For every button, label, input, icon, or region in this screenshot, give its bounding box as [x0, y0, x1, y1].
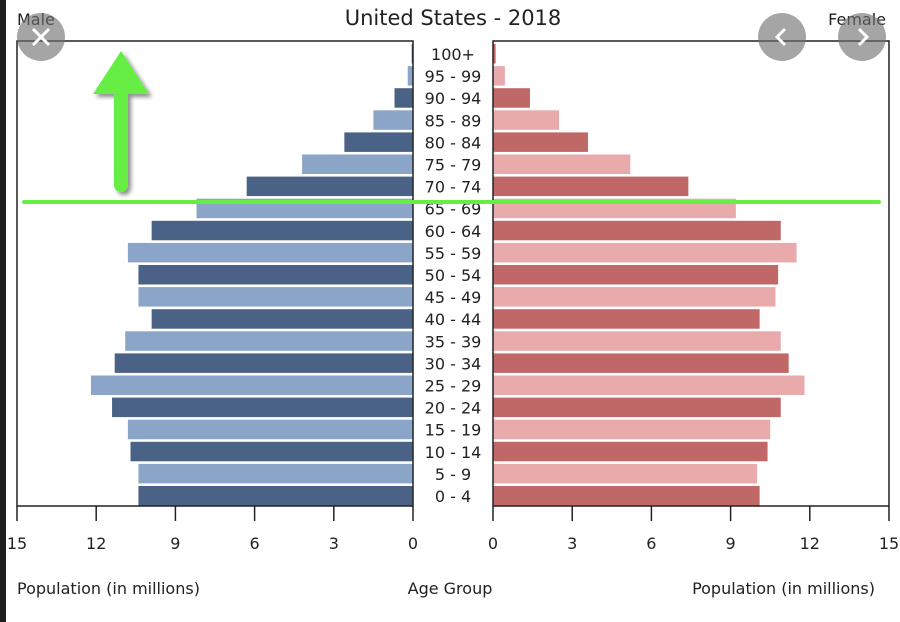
- male-tick-label: 0: [408, 534, 418, 553]
- male-bar: [130, 441, 413, 462]
- chevron-left-icon: [774, 27, 787, 47]
- male-bar: [138, 287, 413, 307]
- female-xlabel: Population (in millions): [692, 579, 875, 598]
- female-tick-label: 12: [800, 534, 820, 553]
- female-bar: [493, 463, 757, 484]
- female-bar: [493, 176, 689, 197]
- male-bar: [114, 353, 414, 373]
- female-bar: [493, 154, 631, 174]
- female-tick-label: 15: [879, 534, 899, 553]
- age-group-label: 90 - 94: [425, 89, 482, 108]
- female-x-axis: 0 3 6 9 12 15: [488, 506, 899, 553]
- female-bar: [493, 287, 776, 307]
- male-tick-label: 9: [170, 534, 180, 553]
- male-bar: [373, 110, 413, 130]
- age-group-label: 20 - 24: [425, 399, 482, 418]
- male-bars: [90, 44, 414, 506]
- male-tick-label: 15: [7, 534, 27, 553]
- up-arrow-icon: [93, 51, 149, 192]
- age-group-label: 0 - 4: [435, 487, 471, 506]
- age-group-label: 50 - 54: [425, 266, 482, 285]
- age-group-label: 25 - 29: [425, 377, 482, 396]
- female-bar: [493, 441, 768, 462]
- male-bar: [90, 375, 414, 395]
- age-group-label: 15 - 19: [425, 421, 482, 440]
- female-bar: [493, 309, 760, 329]
- female-bar: [493, 132, 589, 152]
- male-bar: [344, 132, 413, 152]
- female-bar: [493, 353, 789, 373]
- male-bar: [246, 176, 413, 197]
- center-xlabel: Age Group: [408, 579, 493, 598]
- age-group-label: 65 - 69: [425, 200, 482, 219]
- female-bar: [493, 220, 781, 241]
- age-group-label: 35 - 39: [425, 332, 482, 351]
- age-group-label: 70 - 74: [425, 178, 482, 197]
- male-xlabel: Population (in millions): [17, 579, 200, 598]
- male-bar: [302, 154, 413, 174]
- male-bar: [127, 242, 413, 263]
- age-group-label: 85 - 89: [425, 111, 482, 130]
- chevron-right-icon: [857, 27, 870, 47]
- male-tick-label: 6: [250, 534, 260, 553]
- age-group-label: 95 - 99: [425, 67, 482, 86]
- age-group-label: 5 - 9: [435, 465, 471, 484]
- female-tick-label: 0: [488, 534, 498, 553]
- male-bar: [151, 220, 413, 241]
- age-group-labels: 100+ 95 - 99 90 - 94 85 - 89 80 - 84 75 - 79 7…: [425, 45, 482, 506]
- female-bar: [493, 66, 505, 86]
- female-tick-label: 6: [646, 534, 656, 553]
- age-group-label: 80 - 84: [425, 133, 482, 152]
- next-button[interactable]: [838, 13, 886, 61]
- age-group-label: 45 - 49: [425, 288, 482, 307]
- female-bar: [493, 88, 530, 108]
- male-bar: [138, 486, 413, 506]
- age-group-label: 100+: [431, 45, 475, 64]
- male-bar: [151, 309, 413, 329]
- male-tick-label: 3: [329, 534, 339, 553]
- female-bar: [493, 397, 781, 418]
- female-bar: [493, 242, 797, 263]
- left-edge-strip: [0, 0, 6, 622]
- female-bars: [493, 44, 805, 506]
- male-bar: [127, 419, 413, 440]
- female-bar: [493, 265, 779, 285]
- age-group-label: 10 - 14: [425, 443, 482, 462]
- age-group-label: 60 - 64: [425, 222, 482, 241]
- age-group-label: 40 - 44: [425, 310, 482, 329]
- male-bar: [407, 66, 413, 86]
- male-bar: [112, 397, 413, 418]
- female-bar: [493, 44, 496, 64]
- male-bar: [138, 463, 413, 484]
- age-group-label: 30 - 34: [425, 354, 482, 373]
- male-bar: [125, 331, 414, 351]
- chart-title: United States - 2018: [345, 6, 562, 30]
- male-x-axis: 0 3 6 9 12 15: [7, 506, 418, 553]
- close-icon: [31, 27, 51, 47]
- male-bar: [394, 88, 413, 108]
- male-tick-label: 12: [86, 534, 106, 553]
- age-group-label: 55 - 59: [425, 244, 482, 263]
- close-button[interactable]: [17, 13, 65, 61]
- female-tick-label: 9: [726, 534, 736, 553]
- female-bar: [493, 331, 781, 351]
- female-bar: [493, 375, 805, 395]
- female-bar: [493, 110, 559, 130]
- male-bar: [138, 265, 413, 285]
- female-bar: [493, 419, 771, 440]
- previous-button[interactable]: [758, 13, 806, 61]
- female-tick-label: 3: [567, 534, 577, 553]
- age-group-label: 75 - 79: [425, 156, 482, 175]
- female-bar: [493, 486, 760, 506]
